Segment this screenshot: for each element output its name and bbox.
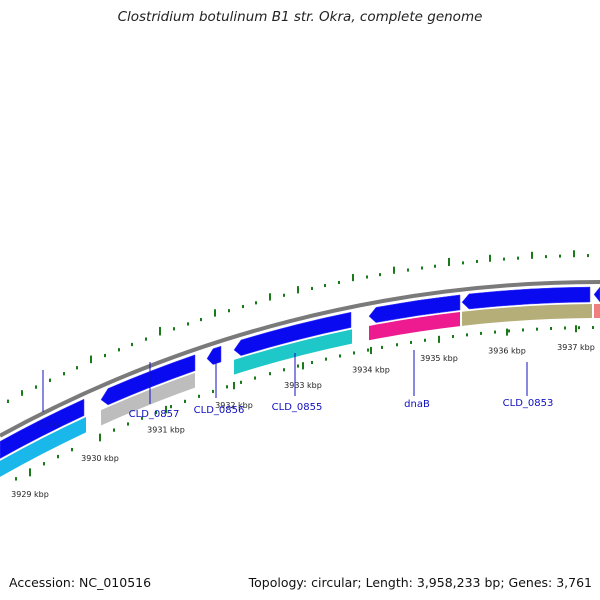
cds-arrow — [461, 286, 591, 310]
gc-skew-track — [7, 250, 589, 404]
genome-summary-text: Topology: circular; Length: 3,958,233 bp… — [248, 575, 592, 590]
gene-label: CLD_0856 — [194, 405, 245, 416]
kbp-tick-label: 3934 kbp — [352, 365, 390, 374]
cds-arrow — [368, 294, 461, 323]
feature-band — [0, 416, 86, 477]
feature-band — [462, 304, 592, 326]
feature-band — [594, 304, 600, 319]
kbp-tick-label: 3931 kbp — [147, 426, 185, 435]
gene-label: CLD_0853 — [503, 398, 554, 409]
kbp-tick-label: 3930 kbp — [81, 454, 119, 463]
kbp-tick-label: 3936 kbp — [488, 347, 526, 356]
cds-arrow — [0, 398, 85, 459]
accession-text: Accession: NC_010516 — [9, 575, 152, 590]
cds-arrow — [100, 354, 196, 406]
feature-band — [234, 329, 352, 375]
cds-arrow — [206, 345, 222, 365]
backbone-arc — [0, 280, 600, 438]
feature-track — [0, 304, 600, 477]
cds-arrow — [593, 286, 600, 303]
kbp-tick-label: 3929 kbp — [11, 490, 49, 499]
map-title: Clostridium botulinum B1 str. Okra, comp… — [117, 9, 483, 25]
gene-label: dnaB — [404, 399, 430, 410]
kbp-tick-label: 3932 kbp — [215, 401, 253, 410]
gene-labels: purA CLD_0857 CLD_0856 CLD_0855 dnaB CLD_0853 — [36, 350, 553, 430]
feature-band — [369, 312, 460, 341]
cds-arrow — [233, 311, 352, 356]
gene-label: CLD_0855 — [272, 402, 323, 413]
cds-track — [0, 286, 600, 459]
kbp-tick-label: 3933 kbp — [284, 381, 322, 390]
gene-label: CLD_0857 — [129, 409, 180, 420]
kbp-scale: 3929 kbp 3930 kbp 3931 kbp 3932 kbp 3933 kbp… — [11, 325, 595, 499]
kbp-tick-label: 3937 kbp — [557, 343, 595, 352]
kbp-tick-label: 3935 kbp — [420, 354, 458, 363]
feature-band — [101, 372, 195, 426]
gene-label: purA — [36, 419, 60, 430]
genome-backbone — [0, 280, 600, 438]
